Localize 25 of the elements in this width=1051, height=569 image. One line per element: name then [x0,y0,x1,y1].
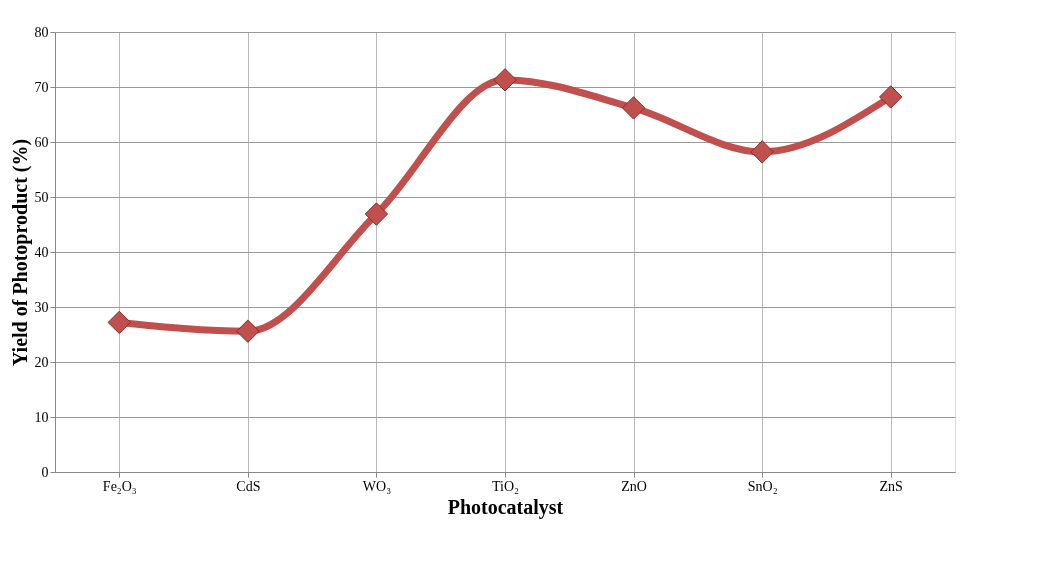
point [236,319,260,343]
point [621,96,646,120]
point [493,68,517,92]
y-tick-label: 20 [34,354,49,370]
x-tick-label: TiO₂ [492,478,520,494]
y-tick-label: 80 [34,24,49,40]
y-tick-label: 10 [34,409,49,425]
point [750,140,774,164]
y-tick-label: 60 [34,134,49,150]
y-tick-label: 0 [41,464,49,480]
x-tick-label: Fe₂O₃ [102,478,137,494]
x-tick-label: ZnO [621,478,647,494]
y-tick-label: 40 [34,244,49,260]
y-tick-label: 50 [34,189,49,205]
x-tick-label: ZnS [879,478,903,494]
x-tick-label: WO₃ [362,478,392,494]
point [364,202,389,226]
x-axis-title: Photocatalyst [447,495,564,519]
x-tick-label: CdS [236,478,261,494]
point [107,310,131,335]
y-axis-title: Yield of Photoproduct (%) [8,138,32,367]
y-tick-label: 70 [34,79,49,95]
point [879,85,903,109]
y-tick-label: 30 [34,299,49,315]
x-tick-label: SnO₂ [747,478,778,494]
